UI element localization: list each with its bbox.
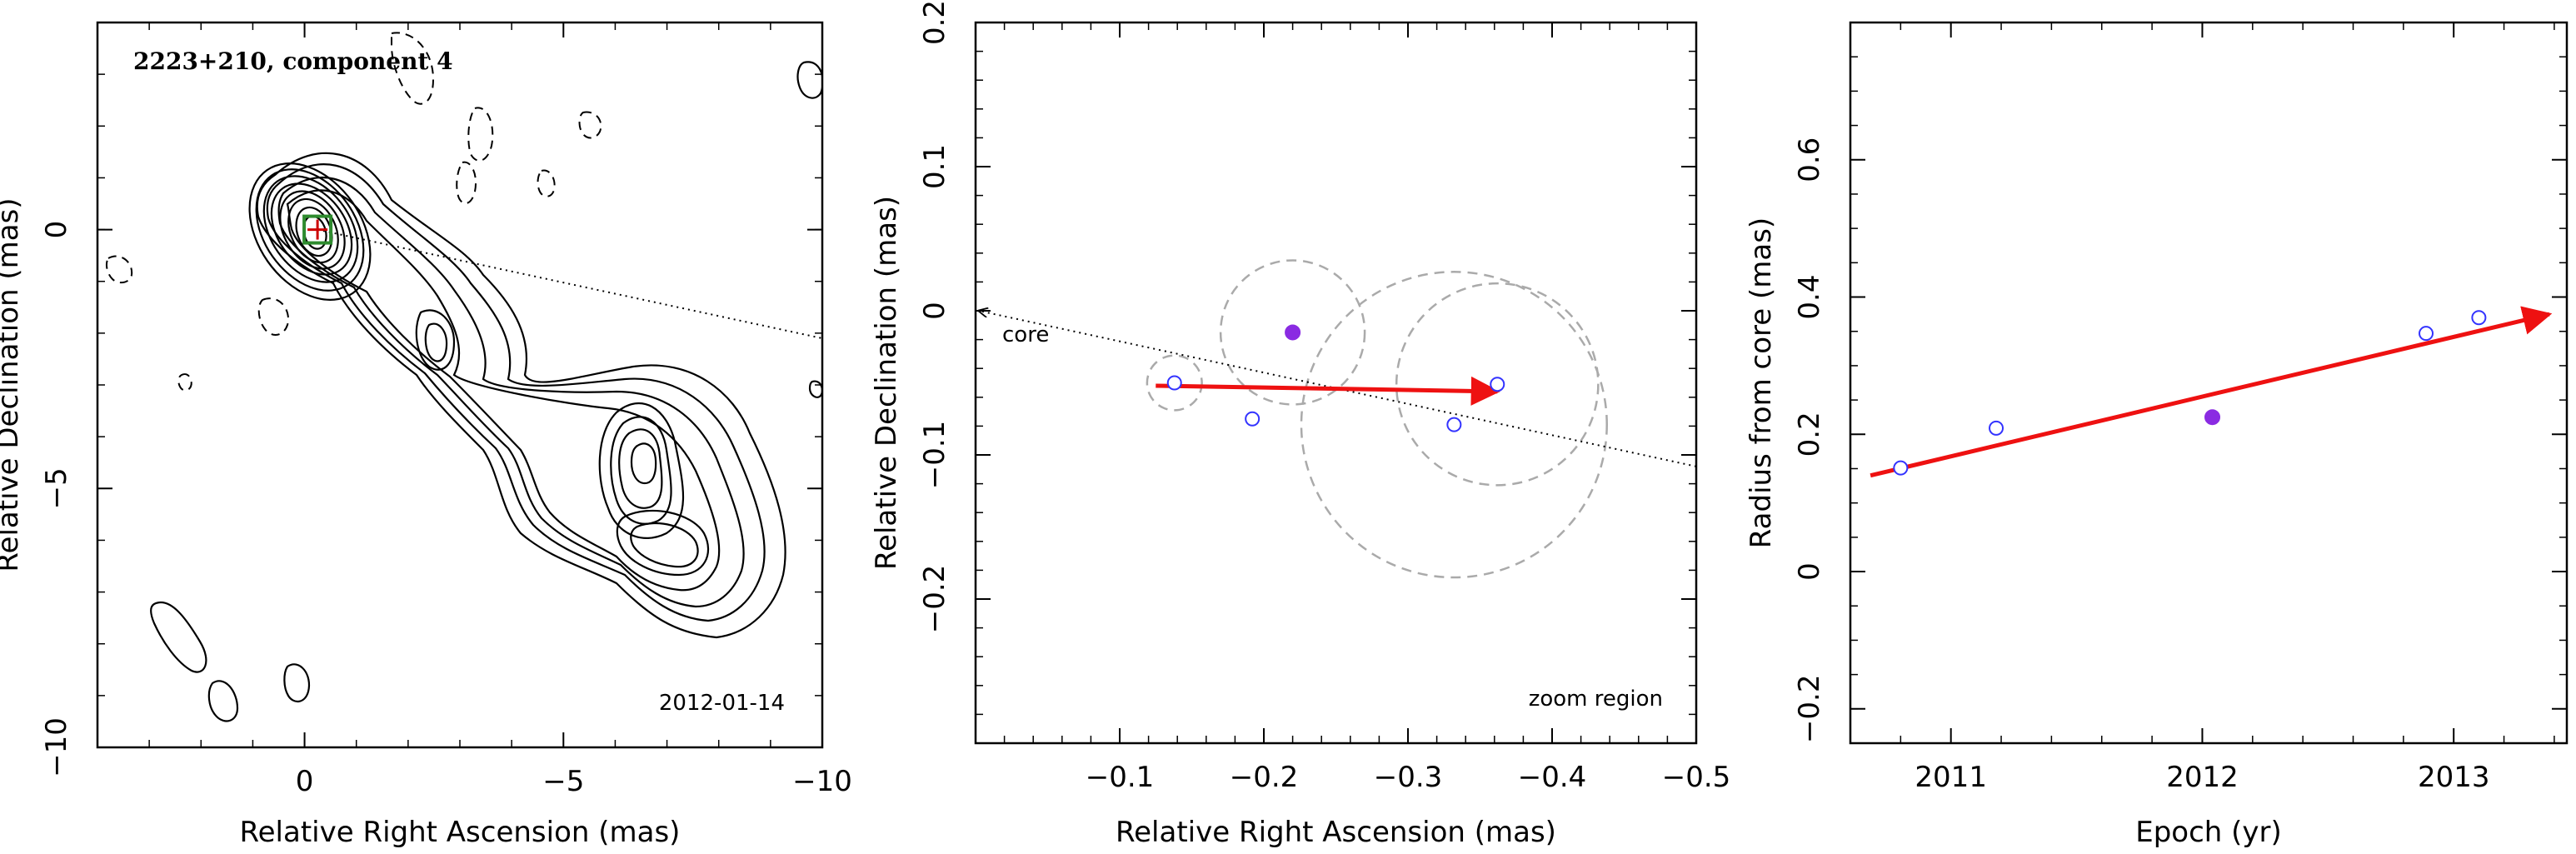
x-tick-label: 2011 [1915,761,1987,794]
data-point-open [2419,326,2434,342]
contour-blob-e [808,380,822,398]
x-axis-label: Relative Right Ascension (mas) [1116,816,1556,849]
contour-core-3 [262,175,359,283]
x-tick-label: −0.1 [1086,761,1155,794]
contour-lobe-6 [630,522,699,568]
x-axis-label: Relative Right Ascension (mas) [240,816,681,849]
y-tick-label: −5 [40,467,73,509]
contour-blob-c [283,663,311,702]
y-tick-label: 0.2 [1793,412,1826,457]
contour-knot-1 [415,309,456,371]
contour-jet-2 [266,163,766,622]
contour-core-6 [287,197,339,264]
epoch-label: 2012-01-14 [659,691,785,716]
x-tick-label: −0.3 [1374,761,1443,794]
data-point-open [2471,310,2487,326]
x-tick-label: −5 [542,765,584,798]
contour-lobe-2 [610,416,672,525]
component-marker [302,214,333,245]
contour-core-5 [279,190,346,270]
axes-panel-2: −0.1 −0.2 −0.3 −0.4 −0.5 0.2 0.1 0 −0.1 −0.2 Relat… [870,0,1730,849]
data-point-open [1166,375,1182,391]
data-point-filled [2204,409,2221,426]
contour-lobe-1 [598,402,685,539]
y-tick-label: 0 [918,302,951,320]
y-tick-label: −0.1 [918,421,951,490]
fit-arrow [1870,306,2553,478]
contour-lobe-4 [630,442,657,485]
contour-neg-1 [391,32,435,105]
radius-points [1893,310,2487,476]
x-axis-label: Epoch (yr) [2135,816,2282,849]
x-tick-label: −0.2 [1230,761,1299,794]
contour-jet-4 [286,189,721,592]
y-tick-label: 0.4 [1793,274,1826,319]
panel-zoom-region: −0.1 −0.2 −0.3 −0.4 −0.5 0.2 0.1 0 −0.1 −0.2 Relat… [870,0,1730,849]
x-tick-label: −0.5 [1662,761,1731,794]
zoom-region-label: zoom region [1529,687,1663,712]
x-tick-label: 0 [296,765,314,798]
y-tick-label: −0.2 [1793,675,1826,744]
y-tick-label: 0.6 [1793,137,1826,182]
error-circle [1219,259,1366,406]
contour-blob-b [207,680,239,722]
contour-blob-a [150,602,207,673]
position-points [1166,324,1505,432]
panel-radius-vs-epoch: 2011 2012 2013 0.6 0.4 0.2 0 −0.2 Epoch (yr) Radi… [1745,21,2569,849]
contour-set [105,32,822,722]
y-axis-label: Relative Declination (mas) [0,197,25,572]
contour-neg-5 [537,169,556,197]
error-circle [1146,354,1203,412]
contour-outer [256,152,786,639]
contour-neg-2 [467,107,494,162]
y-tick-label: −10 [40,717,73,777]
contour-neg-7 [257,297,289,336]
error-circles [1146,259,1608,579]
error-circle [1395,282,1600,487]
core-label: core [1002,322,1049,347]
y-tick-label: 0 [40,221,73,239]
data-point-open [1490,377,1505,392]
panel-contour-map: 0 −5 −10 0 −5 −10 Relative Right Ascension (ma… [0,21,852,849]
x-tick-label: 2013 [2418,761,2490,794]
contour-lobe-3 [618,428,663,509]
motion-arrow [1156,376,1500,406]
map-title: 2223+210, component 4 [133,47,453,75]
x-tick-label: −0.4 [1518,761,1587,794]
contour-knot-2 [424,322,448,362]
marker-square [302,214,333,245]
y-tick-label: −0.2 [918,565,951,634]
y-axis-label: Relative Declination (mas) [870,196,903,570]
x-tick-label: 2012 [2166,761,2239,794]
plot-frame [1849,21,2569,745]
contour-jet-3 [277,176,745,608]
data-point-open [1245,411,1261,427]
y-tick-label: 0.1 [918,144,951,189]
contour-neg-3 [456,161,477,205]
y-tick-label: 0.2 [918,0,951,45]
contour-blob-d [796,61,822,99]
axes-panel-1: 0 −5 −10 0 −5 −10 Relative Right Ascension (ma… [0,21,852,849]
contour-neg-6 [105,255,133,284]
plot-frame [974,21,1698,745]
direction-line [317,228,822,340]
data-point-filled [1285,324,1301,341]
contour-core-2 [255,168,365,292]
data-point-open [1989,420,2004,436]
contour-neg-4 [578,111,602,139]
contour-neg-8 [177,373,192,392]
data-point-open [1446,417,1462,432]
axes-panel-3: 2011 2012 2013 0.6 0.4 0.2 0 −0.2 Epoch (yr) Radi… [1745,21,2569,849]
y-axis-label: Radius from core (mas) [1745,217,1778,548]
y-tick-label: 0 [1793,562,1826,581]
x-tick-label: −10 [792,765,852,798]
error-circle [1300,271,1608,579]
contour-lobe-5 [616,509,710,577]
contour-core-1 [248,162,372,301]
contour-core-4 [270,182,353,276]
data-point-open [1893,460,1909,476]
